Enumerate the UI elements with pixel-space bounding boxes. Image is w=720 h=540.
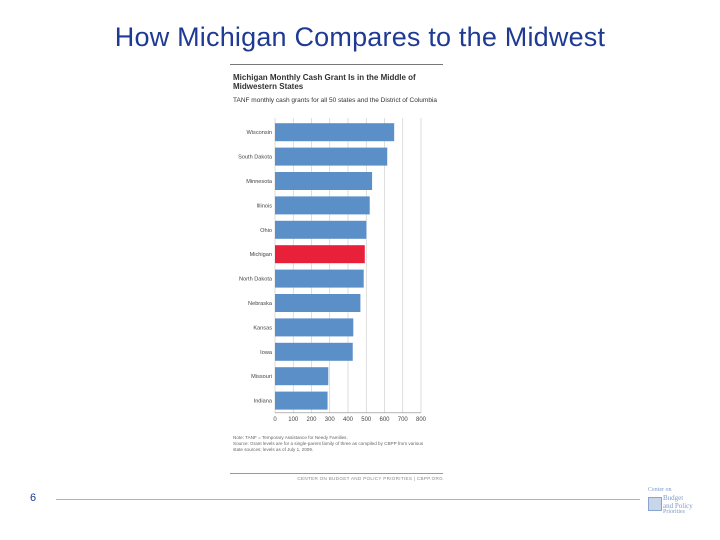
chart-note-line: Source: Grant levels are for a single-pa… [233, 441, 424, 446]
logo-mark-icon [648, 497, 662, 511]
bar-indiana [275, 391, 328, 410]
chart-note-line: state sources; levels as of July 1, 2009… [233, 447, 314, 452]
page-number: 6 [30, 492, 37, 504]
chart-note-line: Note: TANF = Temporary Assistance for Ne… [233, 435, 348, 440]
bar-nebraska [275, 294, 361, 312]
category-label: Illinois [256, 203, 272, 209]
organization-logo: Center on Budget and Policy Priorities [648, 487, 700, 515]
bar-chart: Wisconsin South Dakota Minnesota Illinois Oh… [238, 118, 427, 423]
chart-credit: CENTER ON BUDGET AND POLICY PRIORITIES |… [297, 476, 443, 481]
x-tick-label: 500 [361, 417, 372, 423]
logo-text: Center on [648, 487, 672, 493]
chart-top-rule [230, 64, 443, 65]
bar-iowa [275, 342, 353, 361]
bar-missouri [275, 367, 329, 386]
bar-south-dakota [275, 147, 388, 166]
bar-north-dakota [275, 269, 364, 288]
footer-divider [56, 499, 640, 500]
category-label: Missouri [251, 374, 272, 380]
bar-kansas [275, 318, 354, 337]
bar-ohio [275, 220, 367, 239]
chart-bottom-rule [230, 473, 443, 474]
x-tick-label: 100 [288, 417, 299, 423]
category-label: South Dakota [238, 155, 273, 161]
category-label: Michigan [250, 252, 272, 258]
x-tick-label: 0 [273, 417, 277, 423]
x-tick-label: 600 [379, 417, 390, 423]
bar-illinois [275, 196, 370, 215]
chart-figure: Michigan Monthly Cash Grant Is in the Mi… [230, 64, 445, 484]
category-label: Wisconsin [247, 130, 273, 136]
x-tick-label: 300 [325, 417, 336, 423]
category-label: Ohio [260, 228, 272, 234]
logo-text: Budget [663, 494, 684, 502]
category-label: Kansas [253, 325, 272, 331]
x-tick-label: 200 [306, 417, 317, 423]
x-tick-label: 700 [398, 417, 409, 423]
logo-text: and Policy [663, 502, 693, 510]
chart-title: Michigan Monthly Cash Grant Is in the Mi… [233, 73, 416, 91]
bar-michigan [275, 245, 365, 264]
bar-wisconsin [275, 123, 395, 142]
category-label: Nebraska [248, 301, 273, 307]
chart-notes: Note: TANF = Temporary Assistance for Ne… [233, 435, 443, 453]
chart-subtitle: TANF monthly cash grants for all 50 stat… [233, 97, 437, 104]
category-label: Indiana [254, 399, 273, 405]
x-tick-label: 400 [343, 417, 354, 423]
category-label: North Dakota [239, 277, 273, 283]
logo-text: Priorities [663, 509, 685, 515]
category-label: Iowa [260, 350, 273, 356]
bar-minnesota [275, 172, 373, 190]
x-tick-label: 800 [416, 417, 427, 423]
slide-title: How Michigan Compares to the Midwest [114, 22, 606, 52]
category-label: Minnesota [246, 179, 273, 185]
